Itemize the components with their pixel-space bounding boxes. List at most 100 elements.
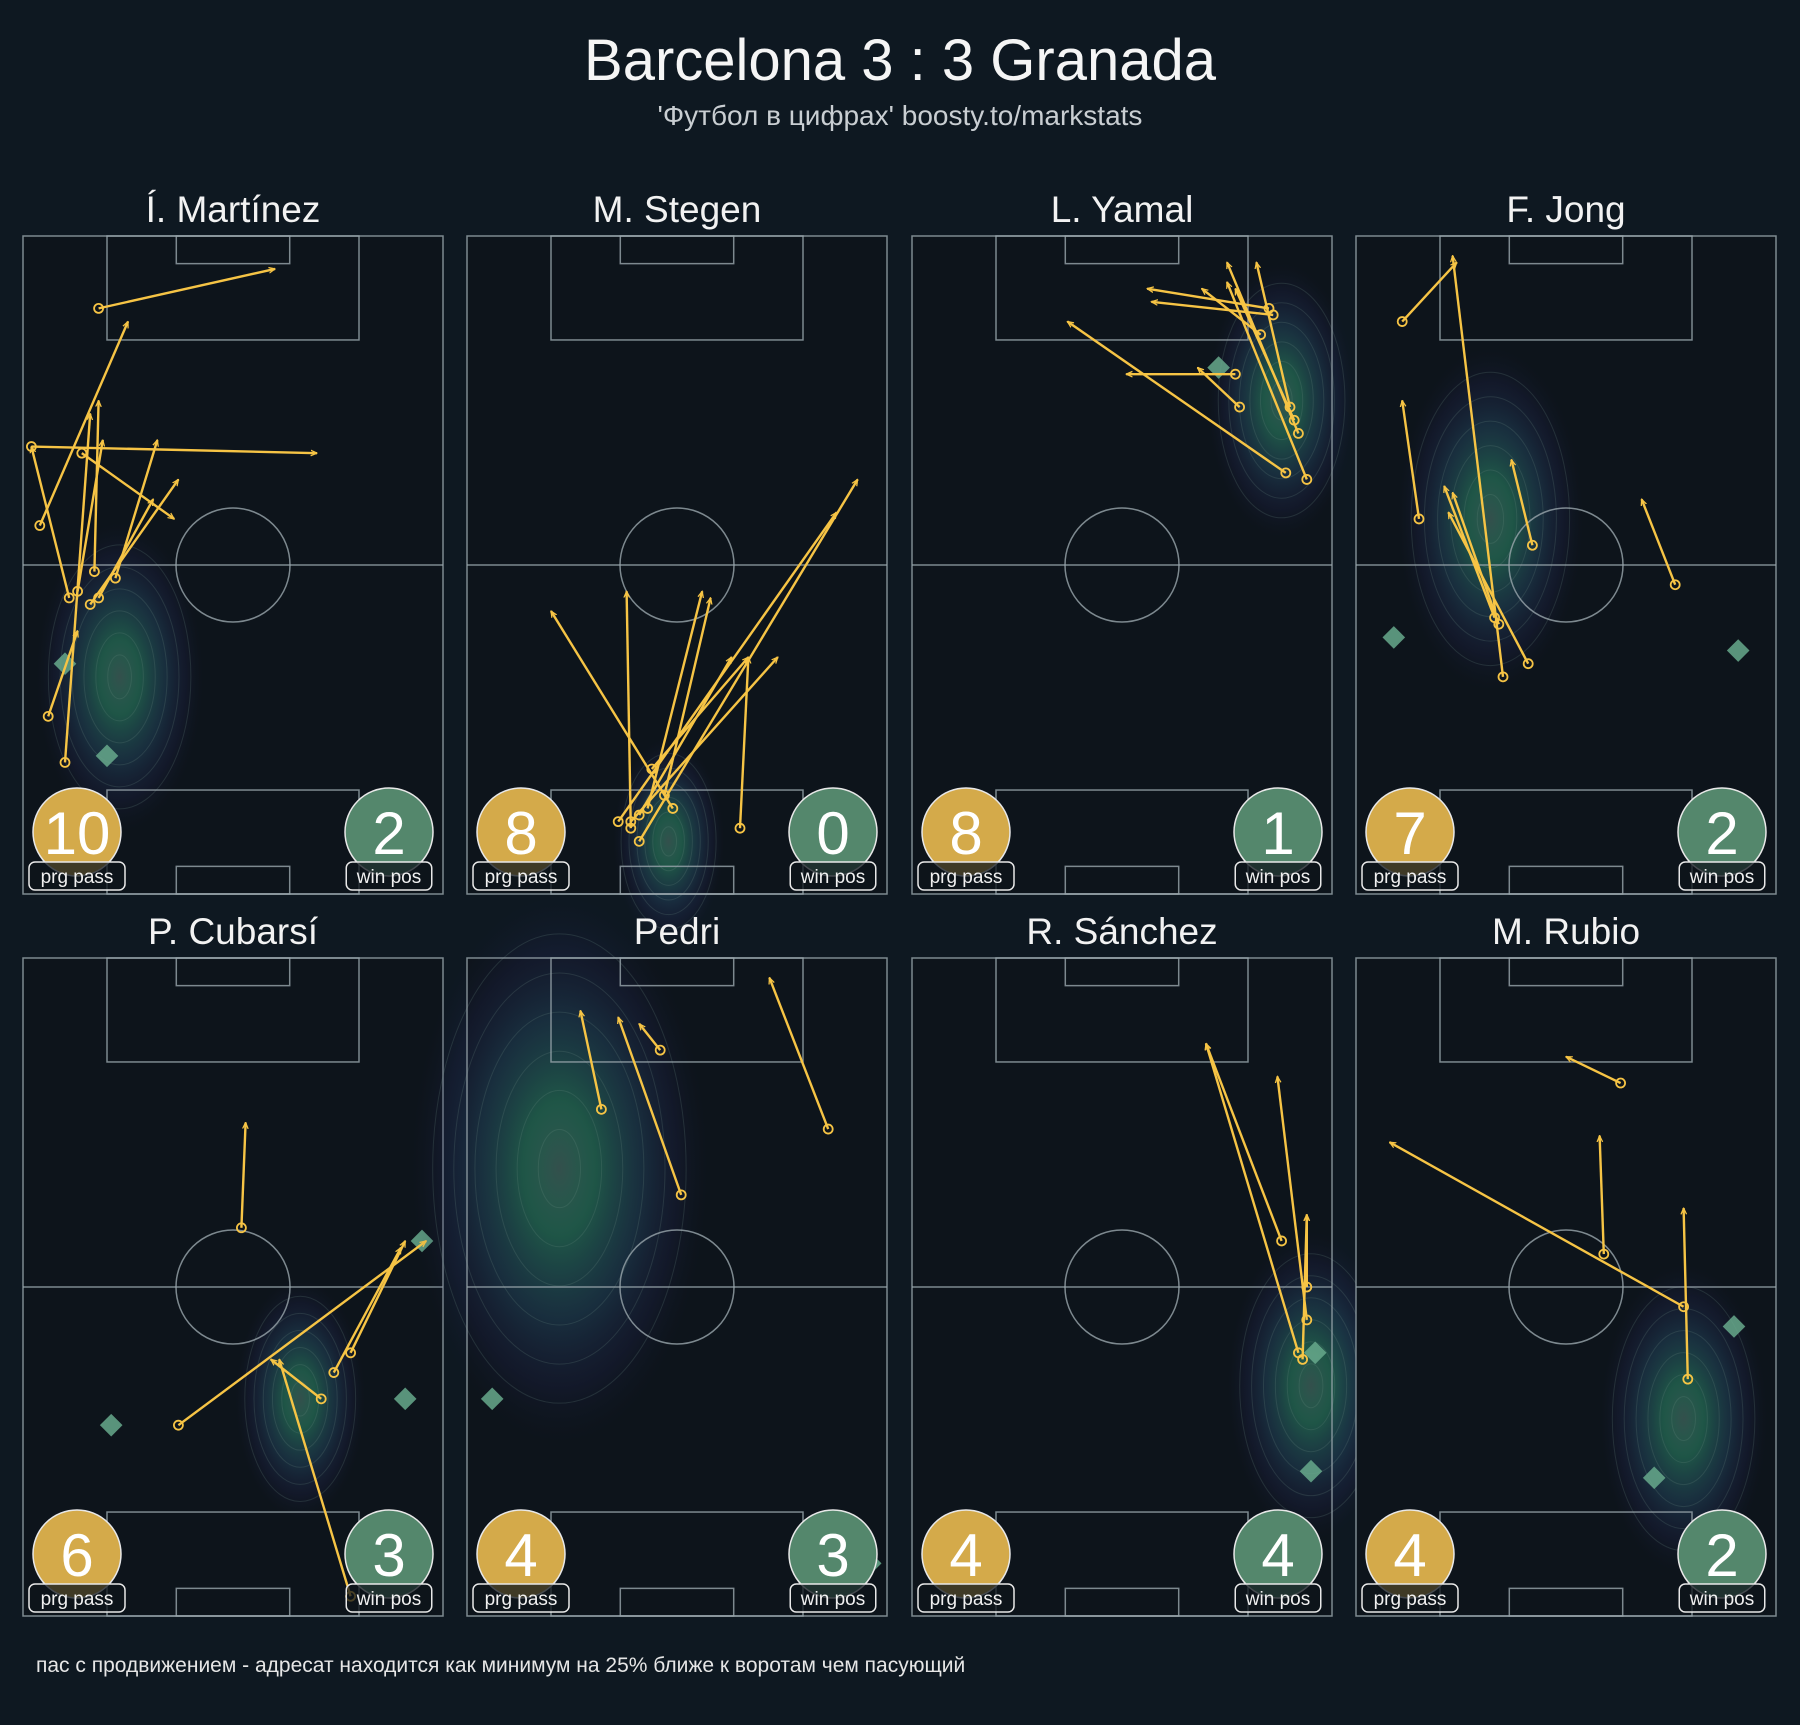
player-name: F. Jong — [1506, 189, 1625, 230]
player-name: R. Sánchez — [1026, 911, 1217, 952]
top-six-yard-box — [1064, 957, 1180, 987]
pass-origin — [1669, 579, 1681, 591]
heat-contour — [1298, 1363, 1324, 1409]
heat-contour — [271, 1347, 329, 1451]
pass-arrow — [1684, 1208, 1689, 1380]
pass-arrow — [1198, 368, 1241, 408]
pass-origin — [1301, 474, 1313, 485]
bottom-six-yard-box — [1508, 1587, 1624, 1617]
top-six-yard-box — [175, 957, 291, 987]
pass-arrow — [1256, 262, 1292, 408]
prg-pass-label-box — [1361, 1583, 1459, 1613]
prg-pass-count: 10 — [44, 800, 111, 867]
pass-arrow — [617, 512, 838, 823]
win-possession-marker — [1303, 1341, 1327, 1365]
pass-origin — [1301, 1281, 1313, 1293]
heat-density — [411, 894, 708, 1443]
pass-arrow — [1206, 1044, 1300, 1354]
heat-contour — [47, 544, 192, 810]
pass-arrow — [1447, 512, 1530, 665]
win-possession-marker — [1299, 1459, 1323, 1483]
win-pos-label-box — [1678, 1583, 1766, 1613]
pass-origin — [734, 822, 746, 834]
win-pos-label: win pos — [1245, 1589, 1310, 1610]
prg-pass-label-box — [917, 861, 1015, 891]
heat-contour — [432, 933, 687, 1404]
prg-pass-count: 6 — [60, 1522, 93, 1589]
pass-origin — [328, 1367, 340, 1378]
pass-arrow — [580, 1011, 603, 1110]
win-possession-marker — [99, 1413, 123, 1437]
win-possession-marker — [480, 1387, 504, 1411]
pass-arrow — [738, 657, 748, 829]
pass-arrow — [549, 611, 674, 810]
pass-arrow — [38, 322, 130, 526]
heat-contour — [516, 1089, 603, 1248]
prg-pass-count: 4 — [504, 1522, 537, 1589]
pass-origin — [34, 520, 46, 531]
pass-origin — [659, 789, 670, 801]
bottom-six-yard-box — [1508, 865, 1624, 895]
pass-arrow — [1640, 499, 1677, 586]
heat-contour — [1286, 1341, 1336, 1431]
player-name: P. Cubarsí — [148, 911, 319, 952]
pass-arrow — [1234, 289, 1296, 421]
top-six-yard-box — [619, 957, 735, 987]
pass-arrow — [98, 269, 275, 310]
prg-pass-count: 8 — [949, 800, 982, 867]
prg-pass-label: prg pass — [485, 1589, 558, 1610]
pass-origin — [633, 835, 645, 847]
pass-arrow — [1390, 1141, 1685, 1308]
prg-pass-label-box — [917, 1583, 1015, 1613]
pass-origin — [1280, 467, 1292, 479]
win-pos-label-box — [345, 1583, 433, 1613]
pass-origin — [625, 822, 637, 834]
pass-origin — [1598, 1248, 1610, 1260]
pass-arrow — [1453, 493, 1500, 625]
prg-pass-count: 4 — [1393, 1522, 1426, 1589]
heat-density — [1227, 1231, 1395, 1540]
pass-origin — [1413, 513, 1425, 525]
prg-pass-label: prg pass — [930, 1589, 1003, 1610]
win-pos-label: win pos — [1245, 867, 1310, 888]
chart-subtitle: 'Футбол в цифрах' boosty.to/markstats — [658, 100, 1143, 131]
pass-origin — [84, 599, 96, 610]
player-name: Í. Martínez — [146, 189, 321, 230]
prg-pass-label: prg pass — [1374, 867, 1447, 888]
heat-contour — [1259, 360, 1304, 441]
center-circle — [1064, 1229, 1180, 1345]
pass-arrow — [646, 591, 703, 809]
pass-arrow — [1277, 1076, 1308, 1321]
pass-origin — [172, 1419, 184, 1431]
pass-arrow — [31, 447, 71, 599]
pass-arrow — [1067, 320, 1287, 474]
heat-density — [36, 522, 203, 831]
prg-pass-count: 7 — [1393, 800, 1426, 867]
heat-contour — [1659, 1374, 1708, 1464]
pass-origin — [633, 809, 645, 821]
heat-contour — [652, 811, 685, 872]
center-circle — [175, 1229, 291, 1345]
prg-pass-label: prg pass — [41, 1589, 114, 1610]
heat-contour — [1217, 282, 1346, 519]
win-pos-label-box — [345, 861, 433, 891]
heat-contour — [107, 654, 132, 700]
heat-contour — [495, 1050, 624, 1287]
heat-contour — [453, 972, 666, 1365]
heat-density — [1398, 347, 1583, 691]
pass-origin — [667, 803, 679, 814]
pass-arrow — [332, 1248, 403, 1374]
win-pos-count: 3 — [372, 1522, 405, 1589]
pass-origin — [59, 757, 71, 768]
heat-contour — [1476, 494, 1505, 544]
pass-origin — [654, 1044, 666, 1056]
win-pos-label: win pos — [800, 1589, 865, 1610]
heat-contour — [620, 752, 717, 930]
win-pos-label: win pos — [1689, 1589, 1754, 1610]
prg-pass-label: prg pass — [1374, 1589, 1447, 1610]
top-six-yard-box — [619, 235, 735, 265]
pass-origin — [63, 592, 75, 604]
